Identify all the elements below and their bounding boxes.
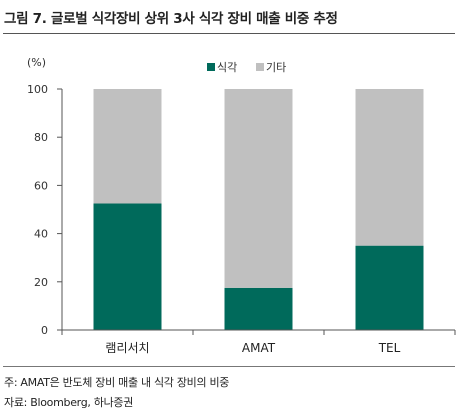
bar-other-2 xyxy=(355,89,424,246)
y-tick-label: 20 xyxy=(34,276,48,289)
legend: 식각 기타 xyxy=(207,61,286,74)
bar-etch-2 xyxy=(355,245,424,330)
x-axis: 램리서치 AMAT TEL xyxy=(61,329,456,355)
footer-divider xyxy=(3,366,455,367)
bar-etch-0 xyxy=(93,203,162,330)
y-tick-label: 40 xyxy=(34,228,48,241)
y-tick-label: 80 xyxy=(34,131,48,144)
legend-label-etch: 식각 xyxy=(217,61,237,74)
footnote: 주: AMAT은 반도체 장비 매출 내 식각 장비의 비중 xyxy=(4,376,230,389)
figure-title: 그림 7. 글로벌 식각장비 상위 3사 식각 장비 매출 비중 추정 xyxy=(4,11,338,27)
y-axis: 0 20 40 60 80 100 xyxy=(27,83,63,337)
title-divider xyxy=(3,33,455,34)
y-tick-label: 100 xyxy=(27,83,48,96)
y-tick-label: 0 xyxy=(41,324,48,337)
y-tick-label: 60 xyxy=(34,179,48,192)
stacked-bar-chart: (%) 식각 기타 0 20 40 60 80 100 램리서치 AMAT TEL xyxy=(27,56,456,355)
x-tick-label: 램리서치 xyxy=(105,341,149,355)
x-tick-label: TEL xyxy=(378,341,401,355)
legend-label-other: 기타 xyxy=(266,61,286,74)
y-unit-label: (%) xyxy=(27,56,46,69)
x-tick-label: AMAT xyxy=(242,341,276,355)
bars xyxy=(93,89,424,330)
bar-other-0 xyxy=(93,89,162,204)
legend-swatch-other xyxy=(256,63,264,71)
legend-swatch-etch xyxy=(207,63,215,71)
bar-other-1 xyxy=(224,89,293,288)
source-note: 자료: Bloomberg, 하나증권 xyxy=(4,396,134,409)
bar-etch-1 xyxy=(224,287,293,330)
